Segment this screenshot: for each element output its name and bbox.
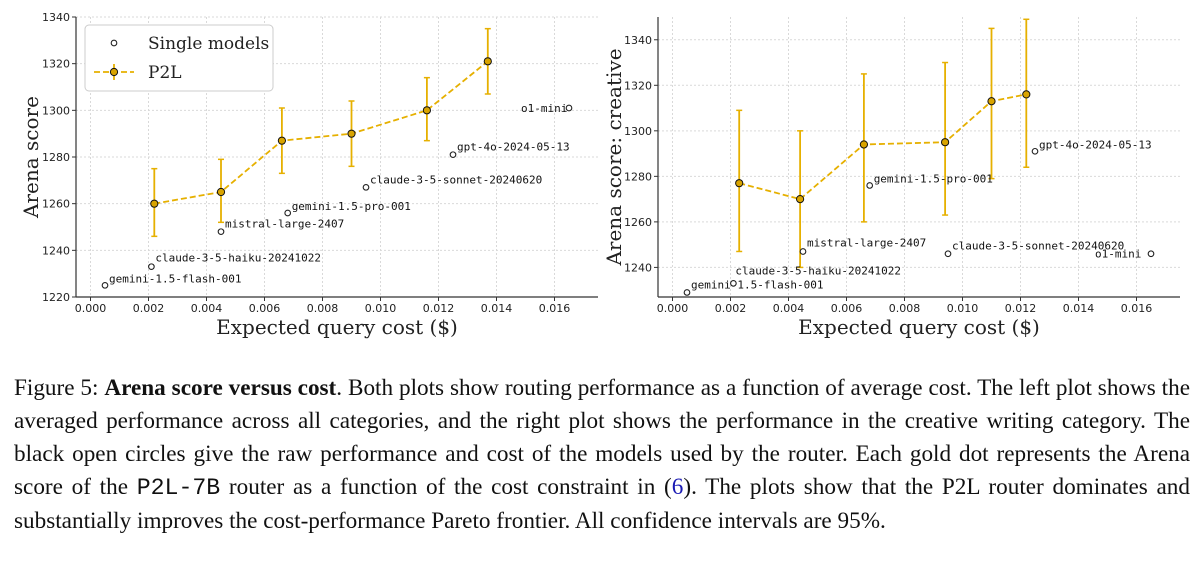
caption-prefix: Figure 5: [14,375,105,401]
p2l-point [347,129,356,138]
single-model-point [683,289,691,296]
single-model-point [1147,250,1155,258]
caption-part1: . Both plots show routing performance as… [14,375,1191,500]
x-axis-label: Expected query cost ($) [216,315,458,339]
legend: Single models P2L [84,24,274,92]
p2l-point [483,57,492,66]
single-model-label: gemini-1.5-pro-001 [874,172,993,185]
single-model-label: gpt-4o-2024-05-13 [457,141,570,154]
caption-part3: ). The plots show that the P2L router do… [14,474,1190,534]
y-tick-label: 1320 [624,79,652,92]
x-tick-label: 0.008 [307,302,339,315]
legend-p2l-marker [109,67,119,77]
single-model-label: mistral-large-2407 [807,236,926,249]
x-tick-label: 0.002 [133,302,165,315]
p2l-point [941,138,950,147]
y-tick-label: 1300 [624,125,652,138]
x-tick-label: 0.016 [539,302,571,315]
x-tick-label: 0.016 [1121,302,1153,315]
single-model-label: o1-mini [1095,248,1141,261]
figure-panels: 0.000 0.002 0.004 0.006 0.008 0.010 0.012 0.014… [19,11,1180,339]
single-model-point [101,281,109,289]
x-tick-label: 0.006 [249,302,281,315]
single-model-point [565,104,573,112]
legend-single-marker [110,39,118,47]
single-model-label: claude-3-5-sonnet-20240620 [952,240,1124,253]
y-tick-label: 1260 [624,216,652,229]
x-tick-label: 0.004 [191,302,223,315]
y-tick-label: 1220 [42,291,70,304]
single-model-label: o1-mini [521,102,567,115]
single-model-point [1031,147,1039,155]
single-model-point [799,248,807,255]
x-axis-label: Expected query cost ($) [798,315,1040,339]
x-tick-label: 0.006 [831,302,863,315]
single-model-label: gemini-1.5-flash-001 [109,272,241,285]
figure-caption: Figure 5: Arena score versus cost. Both … [14,372,1190,538]
single-model-label: claude-3-5-sonnet-20240620 [370,173,542,186]
y-tick-label: 1280 [42,151,70,164]
p2l-point [735,179,744,188]
x-tick-label: 0.000 [657,302,689,315]
x-tick-label: 0.000 [75,302,107,315]
p2l-point [216,187,226,197]
x-tick-label: 0.008 [889,302,921,315]
y-axis-label: Arena score [19,96,43,219]
p2l-point [1022,90,1031,99]
x-tick-label: 0.014 [481,302,513,315]
y-tick-label: 1260 [42,198,70,211]
y-tick-label: 1340 [42,11,70,24]
x-tick-label: 0.004 [773,302,805,315]
single-model-point [449,151,457,159]
caption-part2: router as a function of the cost constra… [220,474,672,500]
single-model-point [362,183,370,191]
legend-entry-single: Single models [148,34,269,54]
p2l-point [796,195,805,204]
single-model-label: gemini-1.5-pro-001 [292,200,411,213]
x-tick-label: 0.012 [423,302,455,315]
p2l-point [150,199,159,208]
y-tick-label: 1240 [624,261,652,274]
single-model-label: gpt-4o-2024-05-13 [1039,138,1152,151]
x-tick-label: 0.002 [715,302,747,315]
single-model-point [217,228,225,236]
single-model-label: mistral-large-2407 [225,218,344,231]
y-tick-label: 1320 [42,58,70,71]
chart-panel-2: 0.000 0.002 0.004 0.006 0.008 0.010 0.012 0.014… [602,17,1180,339]
single-model-point [284,209,292,217]
p2l-point [859,140,869,149]
single-model-label: claude-3-5-haiku-20241022 [735,264,901,277]
y-axis-label: Arena score: creative [602,48,626,266]
single-model-point [148,263,155,271]
y-tick-label: 1280 [624,170,652,183]
single-model-label: claude-3-5-haiku-20241022 [155,252,321,265]
p2l-series-line [154,60,489,205]
chart-panel-1: 0.000 0.002 0.004 0.006 0.008 0.010 0.012 0.014… [19,11,598,339]
caption-equation-ref[interactable]: 6 [671,474,684,500]
y-tick-label: 1340 [624,34,652,47]
x-tick-label: 0.010 [365,302,397,315]
x-tick-label: 0.010 [947,302,979,315]
single-model-point [866,182,874,189]
p2l-point [987,97,996,106]
y-tick-label: 1240 [42,244,70,257]
p2l-point [277,136,286,145]
single-model-point [944,250,952,258]
single-model-label: gemini-1.5-flash-001 [691,278,823,291]
legend-entry-p2l: P2L [148,63,182,83]
x-tick-label: 0.012 [1005,302,1037,315]
x-tick-label: 0.014 [1063,302,1095,315]
p2l-point [422,106,431,115]
single-model-point [730,279,737,287]
caption-bold: Arena score versus cost [104,375,337,401]
y-tick-label: 1300 [42,104,70,117]
legend-box [84,24,274,92]
caption-model-name: P2L-7B [136,475,221,501]
